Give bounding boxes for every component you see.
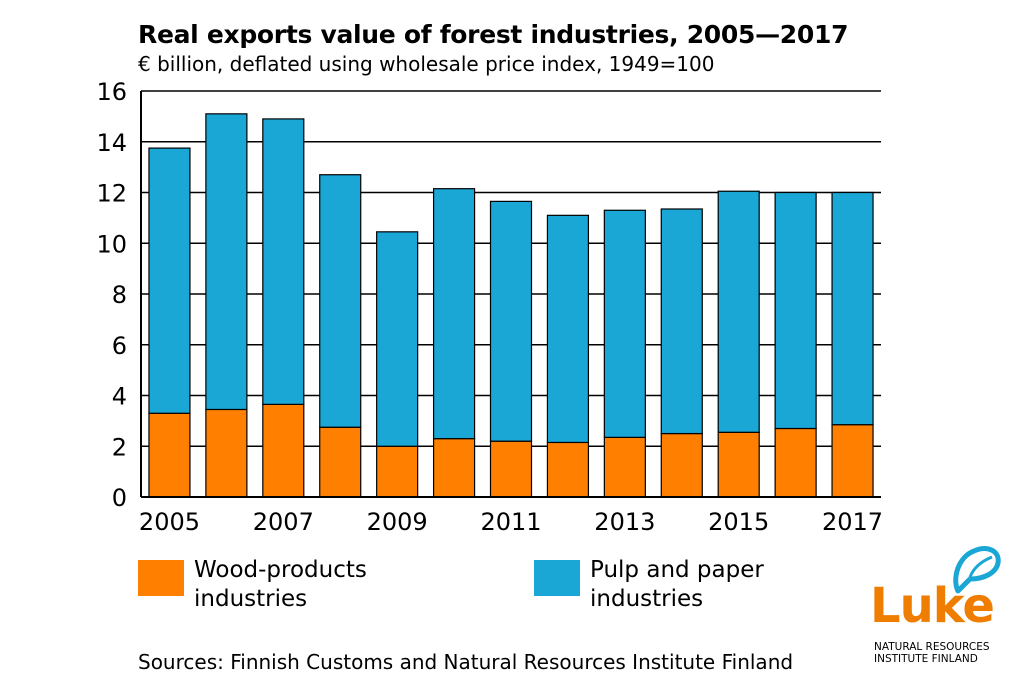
bar-segment-pulp: [546, 214, 590, 444]
bar-segment-pulp: [432, 188, 476, 440]
y-tick-label: 14: [96, 129, 127, 157]
source-note: Sources: Finnish Customs and Natural Res…: [138, 650, 794, 674]
y-tick-label: 10: [96, 230, 127, 258]
legend-item-wood: Wood-products industries: [138, 557, 424, 614]
y-tick-label: 6: [112, 332, 127, 360]
luke-logo: Luke NATURAL RESOURCES INSTITUTE FINLAND: [870, 543, 1010, 673]
bar-segment-pulp: [376, 231, 419, 447]
y-tick-label: 4: [112, 383, 127, 411]
bar-segment-wood: [262, 403, 305, 498]
x-tick-label: 2013: [594, 508, 655, 536]
bar-segment-wood: [205, 408, 248, 498]
bar-segment-wood: [774, 427, 817, 498]
bar-segment-pulp: [148, 147, 191, 414]
logo-subtitle-line2: INSTITUTE FINLAND: [874, 653, 978, 665]
x-tick-label: 2007: [253, 508, 314, 536]
chart-subtitle: € billion, deflated using wholesale pric…: [138, 52, 715, 76]
bar-segment-pulp: [774, 191, 817, 430]
bar-segment-pulp: [717, 190, 760, 433]
bar-segment-pulp: [660, 208, 703, 435]
stacked-bar-chart: 0 2 4 6 8 10 12 14 16 2005 2007 2009 2011 2013 2015 201…: [96, 78, 883, 536]
leaf-bubble-icon: [953, 546, 1001, 594]
bar-segment-wood: [660, 432, 703, 498]
bar-segment-pulp: [831, 191, 874, 426]
legend-label-pulp: Pulp and paper industries: [590, 557, 764, 612]
x-tick-label: 2011: [480, 508, 541, 536]
bar-segment-pulp: [603, 209, 646, 438]
y-tick-label: 16: [96, 78, 127, 106]
bar-segment-pulp: [262, 118, 305, 405]
x-tick-label: 2015: [708, 508, 769, 536]
bar-segment-wood: [148, 412, 191, 498]
y-tick-label: 12: [96, 180, 127, 208]
bar-segment-wood: [717, 431, 760, 498]
x-tick-label: 2009: [367, 508, 428, 536]
legend-label-wood: Wood-products industries: [194, 557, 367, 612]
legend-item-pulp: Pulp and paper industries: [534, 557, 820, 614]
legend-swatch-wood: [138, 560, 184, 596]
bar-segment-pulp: [205, 113, 248, 411]
bar-segment-wood: [489, 440, 533, 498]
bar-segment-wood: [831, 424, 874, 498]
bar-segment-wood: [376, 445, 419, 498]
logo-wordmark: Luke: [870, 578, 995, 634]
x-tick-label: 2017: [822, 508, 883, 536]
bar-segment-wood: [319, 426, 362, 498]
bar-segment-wood: [546, 441, 590, 498]
bar-segment-pulp: [319, 174, 362, 428]
bar-segment-wood: [603, 436, 646, 498]
bar-segment-pulp: [489, 200, 533, 442]
y-tick-label: 8: [112, 281, 127, 309]
chart-title: Real exports value of forest industries,…: [138, 20, 849, 49]
y-tick-label: 2: [112, 433, 127, 461]
x-tick-label: 2005: [139, 508, 200, 536]
legend-swatch-pulp: [534, 560, 580, 596]
bar-segment-wood: [432, 438, 476, 498]
logo-subtitle-line1: NATURAL RESOURCES: [874, 641, 990, 653]
y-tick-label: 0: [112, 484, 127, 512]
